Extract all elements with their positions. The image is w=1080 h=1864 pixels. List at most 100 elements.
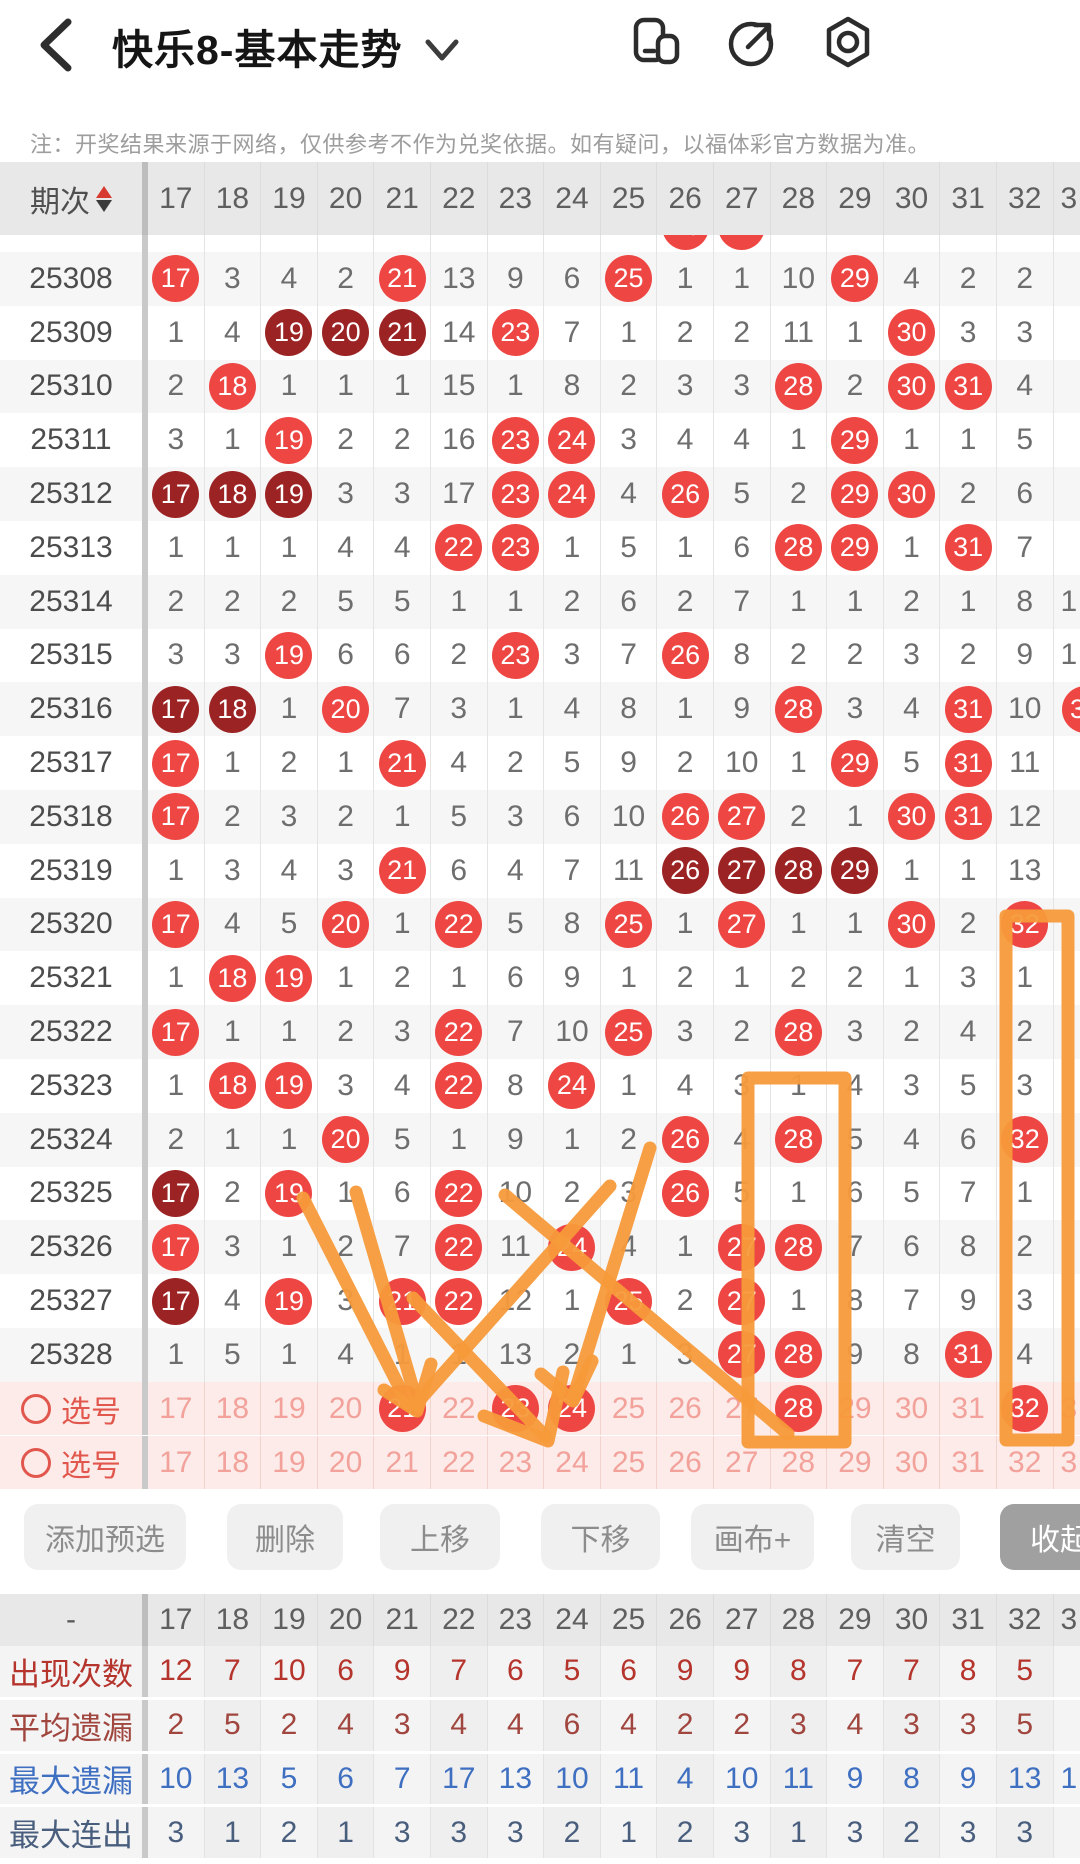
settings-hexagon-icon[interactable] <box>820 14 876 70</box>
selection-number-cell[interactable]: 29 <box>827 1436 884 1489</box>
selection-number-cell[interactable]: 17 <box>148 1382 205 1435</box>
selection-number-cell[interactable]: 22 <box>431 1436 488 1489</box>
top-bar: 快乐8-基本走势 <box>0 0 1080 100</box>
selection-number-cell[interactable]: 26 <box>657 1436 714 1489</box>
hit-circle: 31 <box>944 1331 992 1379</box>
stats-value-cell: 8 <box>884 1753 941 1805</box>
selection-number-cell[interactable]: 17 <box>148 1436 205 1489</box>
action-button[interactable]: 清空 <box>851 1504 960 1570</box>
trend-cell: 1 <box>884 520 941 575</box>
selection-number-cell[interactable]: 19 <box>261 1436 318 1489</box>
hit-circle: 31 <box>944 524 992 572</box>
chevron-down-icon[interactable] <box>420 30 464 70</box>
hit-circle: 20 <box>322 685 370 733</box>
selection-number-cell[interactable]: 31 <box>940 1382 997 1435</box>
selection-number-cell[interactable]: 25 <box>601 1382 658 1435</box>
hit-circle: 21 <box>378 255 426 303</box>
hit-circle: 27 <box>718 235 766 250</box>
trend-cell: 1 <box>261 359 318 414</box>
stats-column-header: 19 <box>261 1594 318 1646</box>
stats-value-cell: 8 <box>771 1646 828 1697</box>
period-header-cell[interactable]: 期次 <box>0 162 148 235</box>
action-button[interactable]: 画布+ <box>691 1504 814 1570</box>
trend-cell: 3 <box>205 843 262 898</box>
trend-cell: 5 <box>544 736 601 790</box>
selection-number-cell[interactable]: 32 <box>997 1436 1054 1489</box>
radio-circle-icon[interactable] <box>21 1447 51 1478</box>
hit-circle: 22 <box>435 900 483 948</box>
multi-screen-icon[interactable] <box>628 14 684 70</box>
selection-number-cell[interactable]: 18 <box>205 1436 262 1489</box>
selection-number-cell[interactable]: 27 <box>714 1382 771 1435</box>
trend-cell: 22 <box>431 1274 488 1328</box>
streak-hit-circle: 29 <box>831 847 879 895</box>
selection-sliver: 3 <box>1060 1445 1078 1479</box>
trend-cell: 29 <box>827 843 884 898</box>
hit-circle: 29 <box>831 739 879 787</box>
selection-number-cell[interactable]: 28 <box>771 1382 828 1435</box>
hit-circle: 19 <box>265 631 313 679</box>
trend-cell-sliver: 33 <box>1054 682 1080 736</box>
selection-number-cell[interactable]: 31 <box>940 1436 997 1489</box>
selection-number-cell[interactable]: 18 <box>205 1382 262 1435</box>
selection-number-cell[interactable]: 20 <box>318 1436 375 1489</box>
selection-number-cell[interactable]: 32 <box>997 1382 1054 1435</box>
selection-number-cell[interactable]: 22 <box>431 1382 488 1435</box>
trend-cell: 10 <box>997 682 1054 737</box>
hit-circle: 30 <box>888 309 936 357</box>
selection-number-cell[interactable]: 20 <box>318 1382 375 1435</box>
trend-cell: 1 <box>205 520 262 575</box>
selection-label-cell[interactable]: 选号 <box>0 1436 148 1489</box>
trend-cell: 2 <box>997 252 1054 306</box>
selection-number-cell[interactable]: 25 <box>601 1436 658 1489</box>
action-button[interactable]: 删除 <box>227 1504 343 1570</box>
trend-cell: 3 <box>827 1005 884 1059</box>
trend-cell: 1 <box>488 682 545 737</box>
trend-cell: 1 <box>771 1058 828 1113</box>
trend-cell: 10 <box>714 736 771 790</box>
selection-number-cell[interactable]: 30 <box>884 1436 941 1489</box>
selection-number-cell[interactable]: 30 <box>884 1382 941 1435</box>
trend-cell-sliver <box>1054 1328 1080 1382</box>
trend-cell <box>318 235 375 252</box>
selection-number-cell[interactable]: 21 <box>374 1436 431 1489</box>
trend-cell: 2 <box>714 305 771 360</box>
period-cell: 25322 <box>0 1005 148 1059</box>
radio-circle-icon[interactable] <box>21 1393 51 1424</box>
selection-number-cell[interactable]: 24 <box>544 1382 601 1435</box>
hit-circle: 26 <box>661 470 709 518</box>
trend-cell: 24 <box>544 413 601 468</box>
stats-value-cell: 2 <box>544 1807 601 1859</box>
selection-number-cell[interactable]: 29 <box>827 1382 884 1435</box>
trend-cell: 7 <box>997 520 1054 575</box>
stats-value-cell: 5 <box>205 1699 262 1751</box>
trend-cell: 8 <box>827 1274 884 1328</box>
selection-number-cell[interactable]: 28 <box>771 1436 828 1489</box>
trend-cell: 1 <box>148 305 205 360</box>
selection-number-cell[interactable]: 27 <box>714 1436 771 1489</box>
selection-number-cell[interactable]: 23 <box>488 1436 545 1489</box>
selection-number-cell[interactable]: 21 <box>374 1382 431 1435</box>
back-button[interactable] <box>30 14 90 76</box>
trend-cell: 29 <box>827 252 884 306</box>
selection-number-cell[interactable]: 26 <box>657 1382 714 1435</box>
share-compass-icon[interactable] <box>724 14 780 70</box>
sort-icon[interactable] <box>96 184 112 214</box>
trend-cell: 8 <box>997 574 1054 629</box>
action-button[interactable]: 添加预选 <box>24 1504 186 1570</box>
period-cell: 25311 <box>0 413 148 468</box>
action-button[interactable]: 下移 <box>541 1504 660 1570</box>
selection-number-cell[interactable]: 23 <box>488 1382 545 1435</box>
action-button[interactable]: 收起 <box>1000 1504 1080 1570</box>
selection-number-cell[interactable]: 24 <box>544 1436 601 1489</box>
period-cell: 25310 <box>0 359 148 414</box>
streak-hit-circle: 17 <box>152 1277 200 1325</box>
trend-cell <box>431 235 488 252</box>
action-button[interactable]: 上移 <box>380 1504 500 1570</box>
trend-cell: 9 <box>544 951 601 1006</box>
trend-cell: 3 <box>657 1327 714 1382</box>
stats-row-sliver <box>1054 1646 1080 1697</box>
hit-circle: 25 <box>605 1277 653 1325</box>
selection-label-cell[interactable]: 选号 <box>0 1382 148 1435</box>
selection-number-cell[interactable]: 19 <box>261 1382 318 1435</box>
